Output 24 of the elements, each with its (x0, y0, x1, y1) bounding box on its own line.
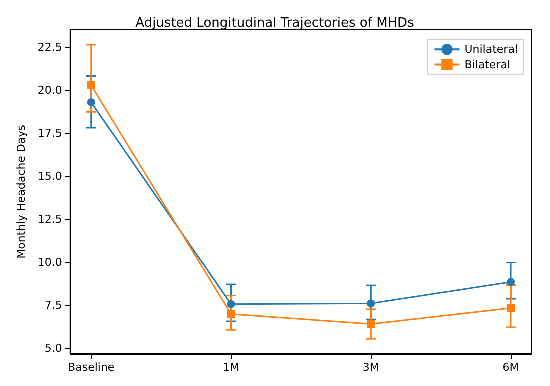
y-tick-label: 12.5 (38, 212, 62, 226)
point (227, 310, 236, 318)
y-tick-label: 22.5 (38, 41, 62, 54)
y-tick-label: 7.5 (44, 298, 62, 312)
chart-title: Adjusted Longitudinal Trajectories of MHDs (136, 16, 415, 31)
x-tick-label: Baseline (68, 361, 115, 374)
point (87, 81, 96, 90)
legend-label: Bilateral (464, 58, 511, 72)
x-tick-label: 6M (502, 361, 520, 374)
y-tick-label: 5.0 (44, 342, 62, 355)
point (227, 300, 236, 308)
x-tick-label: 1M (223, 361, 240, 374)
y-tick-label: 10.0 (38, 256, 62, 269)
y-tick-label: 15.0 (38, 170, 62, 183)
point (87, 98, 96, 107)
point (367, 300, 376, 308)
y-tick-label: 20.0 (38, 84, 62, 98)
point (367, 320, 376, 328)
x-tick-label: 3M (362, 361, 380, 374)
legend-label: Unilateral (464, 43, 518, 56)
y-tick-label: 17.5 (38, 126, 62, 140)
point (507, 304, 516, 312)
point (507, 278, 516, 286)
y-axis-title: Monthly Headache Days (15, 124, 28, 259)
